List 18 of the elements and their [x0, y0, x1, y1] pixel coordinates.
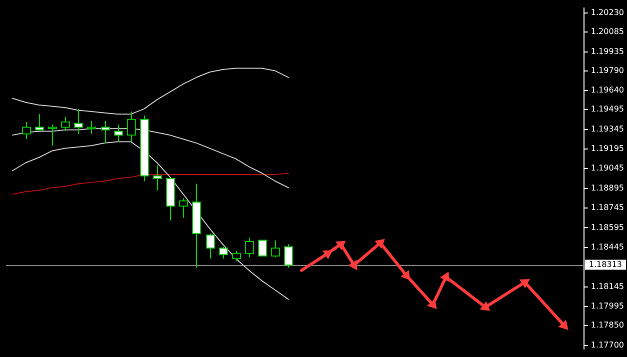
y-tick-label: 1.19345 [590, 124, 624, 134]
y-tick-label: 1.18745 [590, 203, 624, 212]
y-tick-label: 1.20085 [590, 27, 624, 36]
y-tick-label: 1.19640 [590, 86, 624, 95]
y-tick-label: 1.19195 [590, 144, 624, 154]
y-tick-label: 1.18895 [590, 183, 624, 192]
y-tick-label: 1.19790 [590, 66, 624, 75]
y-tick-label: 1.20230 [590, 8, 624, 18]
y-tick-label: 1.19045 [590, 164, 624, 173]
y-tick-label: 1.18145 [590, 282, 624, 291]
y-tick-label: 1.19495 [590, 104, 624, 114]
y-tick-label: 1.17850 [590, 320, 624, 330]
y-tick-label: 1.17995 [590, 302, 624, 311]
y-tick-label: 1.17700 [590, 340, 624, 350]
y-tick-label: 1.18445 [590, 242, 624, 252]
ref-line-label: 1.18313 [588, 260, 622, 269]
y-tick-label: 1.18595 [590, 222, 624, 232]
y-tick-label: 1.19935 [590, 46, 624, 56]
